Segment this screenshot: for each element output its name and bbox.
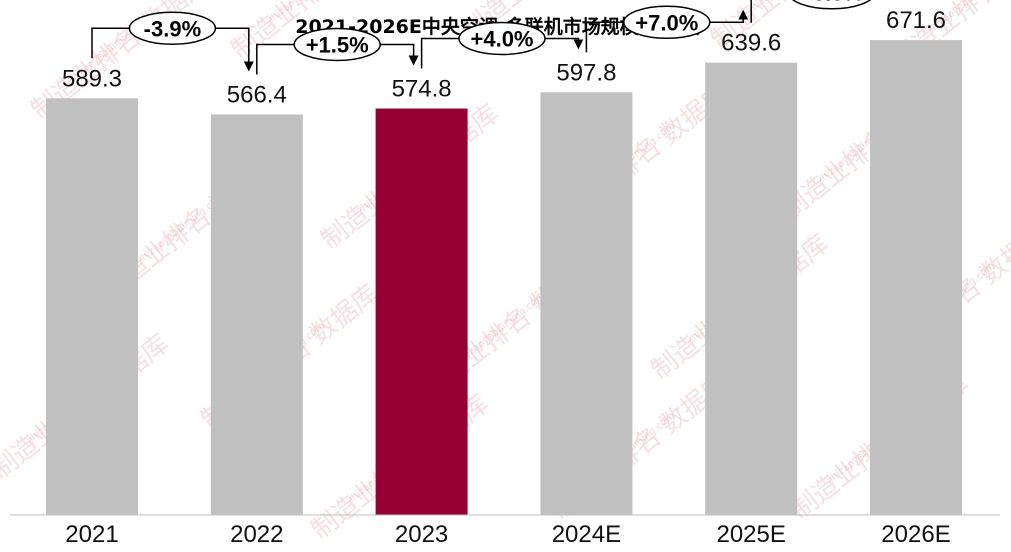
category-label-2024E: 2024E bbox=[552, 521, 621, 548]
growth-badge bbox=[128, 11, 217, 46]
growth-badge bbox=[458, 21, 546, 56]
category-label-2022: 2022 bbox=[230, 521, 283, 548]
value-label-2026E: 671.6 bbox=[886, 7, 946, 34]
growth-badge bbox=[623, 5, 711, 40]
growth-badge bbox=[293, 27, 381, 62]
bar-2026E bbox=[870, 40, 962, 515]
watermark-url: zhizaoyepaiming.com bbox=[455, 291, 548, 367]
growth-label: +7.0% bbox=[635, 10, 698, 35]
bar-2022 bbox=[210, 114, 303, 515]
category-label-2023: 2023 bbox=[395, 521, 448, 548]
bar-2024E bbox=[540, 92, 633, 516]
bar-2021 bbox=[46, 98, 138, 516]
growth-connector bbox=[750, 0, 752, 23]
growth-badge bbox=[792, 0, 872, 10]
growth-label: +4.0% bbox=[471, 27, 534, 52]
value-label-2021: 589.3 bbox=[62, 65, 122, 92]
growth-label: -3.9% bbox=[144, 16, 201, 41]
growth-annotations: -3.9% +1.5% +4.0% +7.0% +5.0% bbox=[91, 0, 872, 75]
category-label-2026E: 2026E bbox=[881, 521, 950, 548]
category-label-2021: 2021 bbox=[65, 521, 118, 548]
value-label-2023: 574.8 bbox=[392, 76, 452, 103]
category-label-2025E: 2025E bbox=[716, 521, 785, 548]
bar-2025E bbox=[705, 62, 798, 516]
value-label-2024E: 597.8 bbox=[556, 59, 616, 86]
bars: 589.3 2021 566.4 2022 574.8 2023 597.8 2024E 639… bbox=[46, 7, 962, 548]
bar-2023 bbox=[375, 108, 468, 515]
growth-label: +5.0% bbox=[800, 0, 863, 6]
value-label-2025E: 639.6 bbox=[721, 30, 781, 57]
growth-label: +1.5% bbox=[306, 32, 369, 57]
value-label-2022: 566.4 bbox=[227, 81, 287, 108]
